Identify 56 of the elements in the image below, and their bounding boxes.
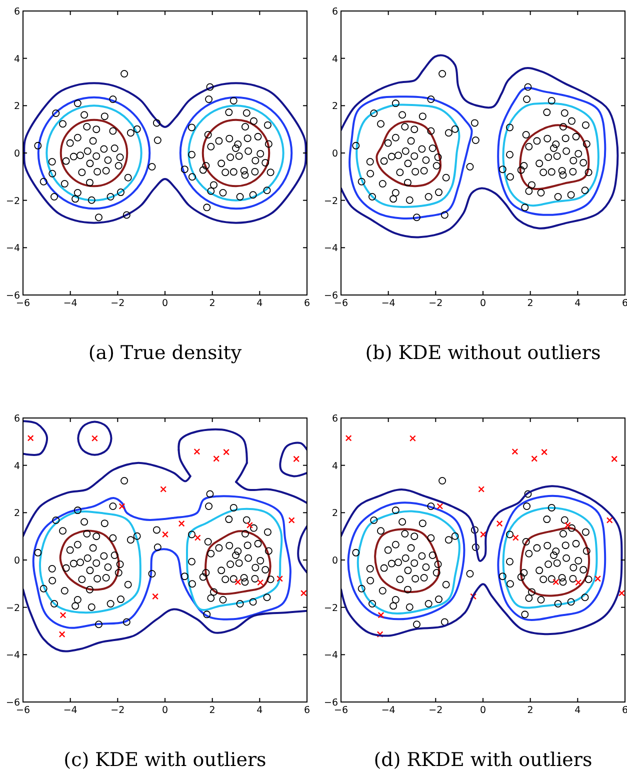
x-tick-label: −2 <box>428 298 443 309</box>
y-tick-label: 6 <box>14 6 20 18</box>
x-tick-label: 4 <box>256 705 263 716</box>
y-tick-label: −4 <box>6 243 20 254</box>
y-tick-label: −4 <box>324 243 338 254</box>
y-tick-label: −2 <box>6 602 20 614</box>
y-tick-label: 6 <box>332 6 338 18</box>
x-tick-label: 6 <box>304 705 310 716</box>
y-tick-label: 4 <box>14 460 20 472</box>
x-tick-label: 6 <box>622 705 627 716</box>
y-tick-label: 4 <box>332 54 338 65</box>
x-tick-label: 0 <box>162 705 168 716</box>
y-tick-label: 2 <box>332 101 338 112</box>
y-tick-label: 4 <box>14 54 20 65</box>
y-tick-label: 6 <box>332 414 338 424</box>
y-tick-label: 2 <box>14 101 20 112</box>
x-tick-label: −4 <box>63 298 78 309</box>
x-tick-label: −4 <box>381 298 396 309</box>
x-tick-label: −4 <box>63 705 78 716</box>
y-tick-label: 2 <box>14 508 20 520</box>
x-tick-label: −4 <box>381 705 396 716</box>
x-tick-label: −2 <box>110 298 125 309</box>
text: (d) RKDE with outliers <box>374 749 592 771</box>
x-tick-label: 2 <box>209 298 216 309</box>
x-tick-label: 0 <box>480 705 486 716</box>
x-tick-label: 4 <box>256 298 263 309</box>
x-tick-label: −2 <box>110 705 125 716</box>
y-tick-label: 0 <box>14 148 20 160</box>
y-tick-label: −2 <box>324 602 338 614</box>
y-tick-label: −6 <box>6 290 20 302</box>
y-tick-label: 0 <box>332 556 338 566</box>
text: (a) True density <box>88 342 242 364</box>
y-tick-label: −2 <box>6 196 20 207</box>
x-tick-label: 6 <box>304 298 310 309</box>
y-tick-label: 0 <box>332 148 338 160</box>
text: (c) KDE with outliers <box>64 749 266 771</box>
y-tick-label: −6 <box>324 698 338 708</box>
y-tick-label: 2 <box>332 508 338 520</box>
x-tick-label: 2 <box>527 705 534 716</box>
text: (b) KDE without outliers <box>365 342 601 364</box>
y-tick-label: −2 <box>324 196 338 207</box>
x-tick-label: −2 <box>428 705 443 716</box>
x-tick-label: 4 <box>574 298 581 309</box>
x-tick-label: 6 <box>622 298 627 309</box>
x-tick-label: 4 <box>574 705 581 716</box>
x-tick-label: 2 <box>209 705 216 716</box>
y-tick-label: 4 <box>332 460 338 472</box>
y-tick-label: −4 <box>6 650 20 662</box>
x-tick-label: 0 <box>162 298 168 309</box>
x-tick-label: 2 <box>527 298 534 309</box>
y-tick-label: −4 <box>324 650 338 662</box>
x-tick-label: 0 <box>480 298 486 309</box>
y-tick-label: 6 <box>14 414 20 424</box>
y-tick-label: 0 <box>14 556 20 566</box>
y-tick-label: −6 <box>6 698 20 708</box>
y-tick-label: −6 <box>324 290 338 302</box>
